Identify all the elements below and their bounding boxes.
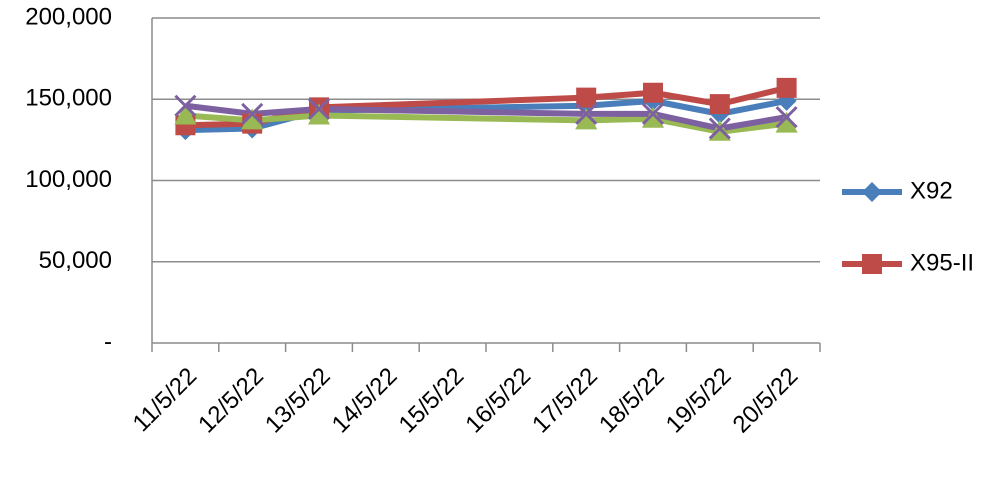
y-tick-label: 50,000 [39, 247, 112, 274]
point-marker [776, 77, 797, 98]
series-line [585, 97, 788, 117]
x-tick-label: 17/5/22 [527, 363, 603, 439]
point-marker [775, 106, 798, 129]
point-marker [642, 106, 664, 128]
point-marker [575, 102, 598, 125]
x-tick-label: 11/5/22 [128, 363, 202, 437]
point-marker [241, 102, 264, 125]
x-tick-label: 13/5/22 [260, 363, 336, 439]
point-marker [174, 103, 197, 125]
point-marker [775, 111, 798, 133]
x-tick-label: 15/5/22 [394, 363, 470, 439]
y-tick-label: 100,000 [25, 166, 112, 193]
series-line [586, 115, 787, 135]
x-tick-label: 14/5/22 [327, 363, 403, 439]
point-marker [709, 94, 730, 115]
legend-label: X95-II [910, 249, 974, 276]
y-tick-label: 150,000 [25, 85, 112, 112]
point-marker [575, 108, 598, 130]
legend-marker [862, 182, 882, 202]
x-tick-label: 16/5/22 [460, 363, 536, 439]
y-tick-label: 200,000 [25, 3, 112, 30]
gap-bridge [316, 94, 590, 111]
y-tick-label: - [104, 328, 112, 355]
x-tick-label: 18/5/22 [594, 363, 670, 439]
x-tick-label: 12/5/22 [193, 363, 269, 439]
x-tick-label: 19/5/22 [661, 363, 737, 439]
series-line [585, 84, 788, 108]
legend-label: X92 [910, 177, 953, 204]
series-line [586, 110, 788, 132]
legend-marker [862, 254, 882, 274]
point-marker [174, 94, 197, 117]
point-marker [643, 82, 663, 103]
point-marker [308, 103, 330, 125]
gap-bridge [316, 106, 590, 117]
gap-bridge [316, 112, 590, 124]
legend-item: X95-II [842, 249, 974, 276]
point-marker [241, 108, 264, 130]
point-marker [307, 97, 331, 121]
point-marker [576, 87, 597, 108]
point-marker [641, 102, 665, 125]
legend-item: X92 [842, 177, 953, 204]
x-tick-label: 20/5/22 [728, 363, 804, 439]
point-marker [708, 117, 731, 140]
